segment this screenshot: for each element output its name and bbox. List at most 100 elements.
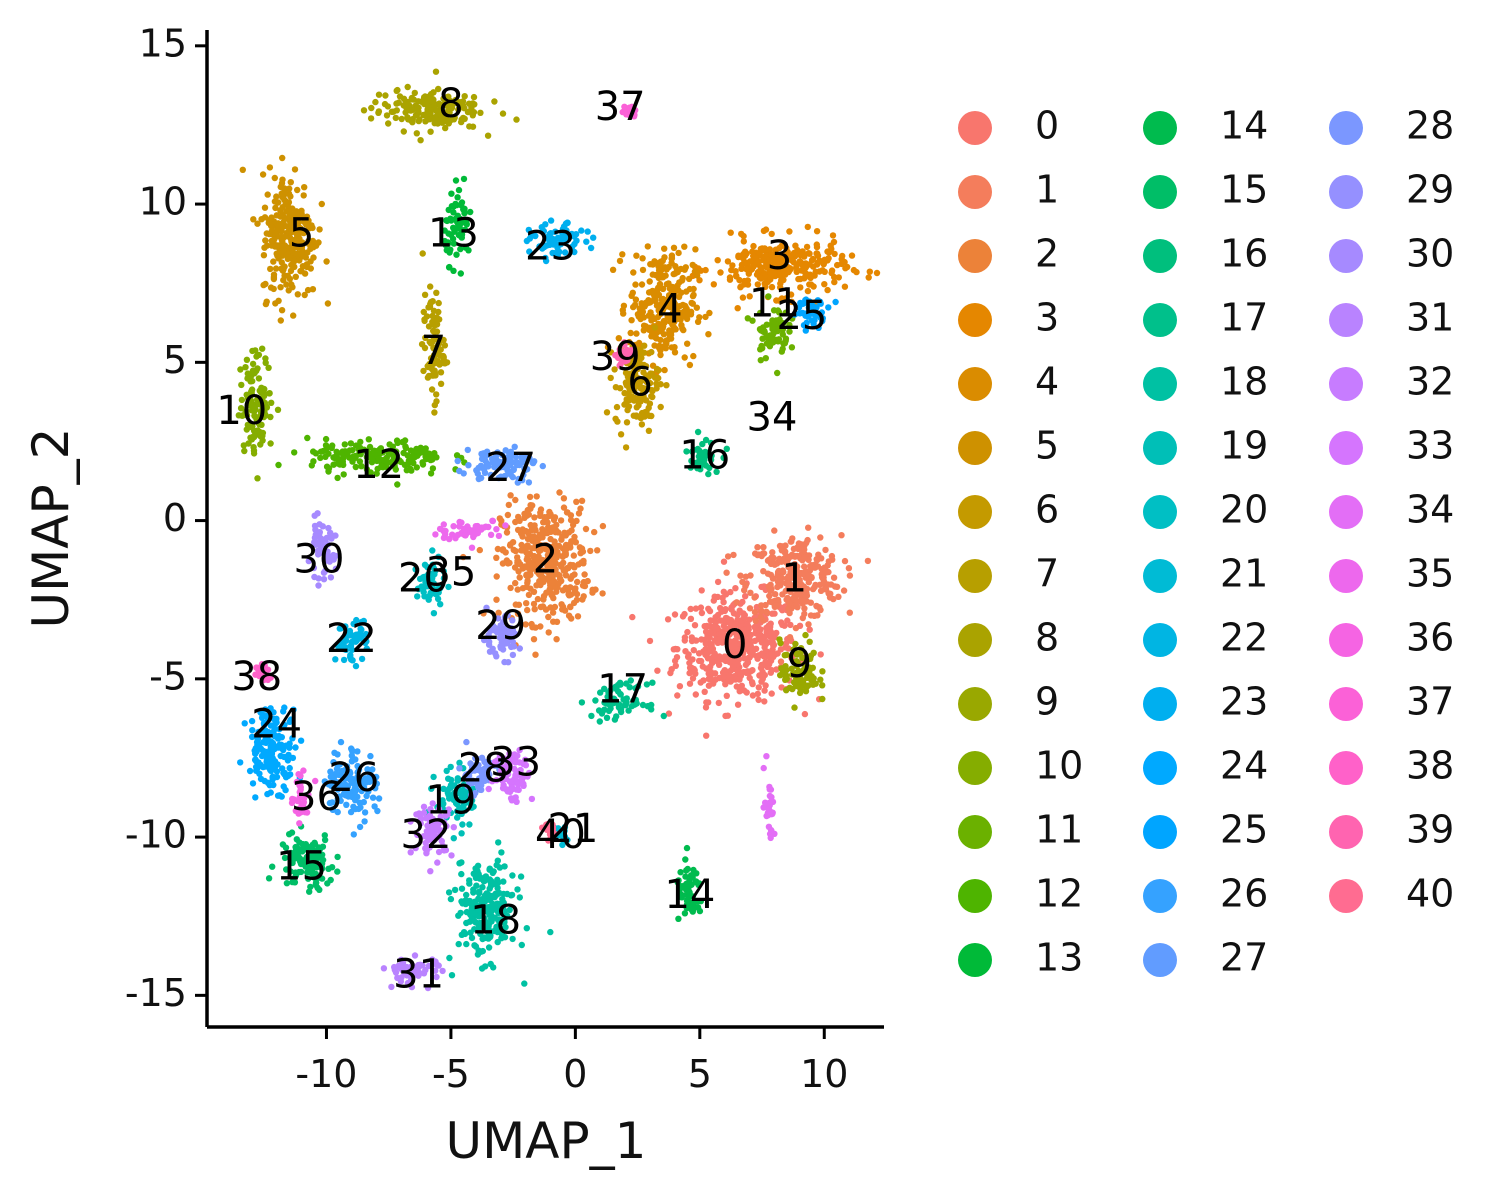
point <box>654 667 661 674</box>
point <box>660 323 667 330</box>
point <box>450 824 457 831</box>
cluster-label-13: 13 <box>428 211 479 257</box>
point <box>419 461 427 468</box>
legend-label: 0 <box>1035 104 1059 148</box>
point <box>464 446 471 454</box>
point <box>249 367 257 375</box>
point <box>840 587 848 594</box>
point <box>674 879 681 886</box>
point <box>519 533 526 540</box>
point <box>277 183 284 191</box>
point <box>739 598 746 606</box>
point <box>263 298 270 305</box>
point <box>549 543 556 551</box>
cluster-label-40: 40 <box>535 812 586 858</box>
point <box>793 262 800 269</box>
legend-item-32: 32 <box>1329 360 1454 404</box>
point <box>268 237 275 245</box>
point <box>427 90 435 98</box>
point <box>430 307 438 314</box>
point <box>691 622 699 629</box>
point <box>330 461 337 468</box>
legend-label: 24 <box>1220 744 1268 788</box>
point <box>659 285 667 293</box>
point <box>450 116 458 123</box>
legend-swatch <box>958 111 992 145</box>
point <box>779 331 786 338</box>
point <box>634 311 642 318</box>
point <box>286 764 293 772</box>
point <box>767 786 775 793</box>
point <box>443 110 450 117</box>
point <box>644 373 651 380</box>
point <box>462 244 470 251</box>
point <box>418 341 426 348</box>
cluster-label-39: 39 <box>590 334 641 380</box>
point <box>545 613 552 621</box>
point <box>477 109 484 117</box>
legend-item-26: 26 <box>1143 872 1268 916</box>
point <box>712 676 719 683</box>
point <box>450 835 457 842</box>
legend-swatch <box>1143 111 1177 145</box>
point <box>407 117 414 124</box>
point <box>640 361 648 369</box>
point <box>844 263 851 271</box>
point <box>807 655 814 662</box>
point <box>298 243 306 250</box>
point <box>448 972 456 979</box>
point <box>741 281 748 288</box>
point <box>716 630 723 637</box>
point <box>437 380 445 387</box>
point <box>772 602 780 609</box>
point <box>657 403 664 411</box>
point <box>824 248 831 255</box>
point <box>723 569 730 576</box>
point <box>254 396 261 403</box>
y-tick-label: 0 <box>163 496 187 540</box>
point <box>688 881 695 888</box>
point <box>774 650 781 657</box>
legend-item-2: 2 <box>958 232 1059 276</box>
point <box>443 247 450 254</box>
point <box>797 252 804 259</box>
legend-label: 16 <box>1220 232 1268 276</box>
point <box>752 254 759 261</box>
point <box>690 665 697 673</box>
point <box>450 209 457 216</box>
point <box>711 637 719 644</box>
point <box>436 100 443 107</box>
legend-swatch <box>958 687 992 721</box>
legend-swatch <box>1329 879 1363 913</box>
point <box>687 605 694 613</box>
point <box>495 609 502 616</box>
point <box>732 585 739 592</box>
cluster-points-10 <box>235 345 282 482</box>
point <box>724 258 732 265</box>
cluster-label-10: 10 <box>216 388 267 434</box>
point <box>813 261 821 268</box>
point <box>284 254 292 261</box>
cluster-points-15 <box>265 823 341 895</box>
point <box>476 888 483 895</box>
point <box>445 889 453 896</box>
point <box>574 578 581 586</box>
point <box>622 444 630 451</box>
point <box>825 581 832 588</box>
legend-swatch <box>1329 815 1363 849</box>
point <box>638 421 646 428</box>
legend-swatch <box>958 879 992 913</box>
point <box>509 872 516 879</box>
point <box>724 553 732 560</box>
point <box>427 283 434 290</box>
point <box>578 227 585 234</box>
cluster-label-7: 7 <box>421 328 446 374</box>
point <box>430 610 438 617</box>
point <box>333 448 340 455</box>
legend-label: 14 <box>1220 104 1268 148</box>
point <box>782 309 789 316</box>
point <box>761 671 768 679</box>
point <box>438 107 445 115</box>
point <box>316 521 323 528</box>
point <box>706 309 713 317</box>
